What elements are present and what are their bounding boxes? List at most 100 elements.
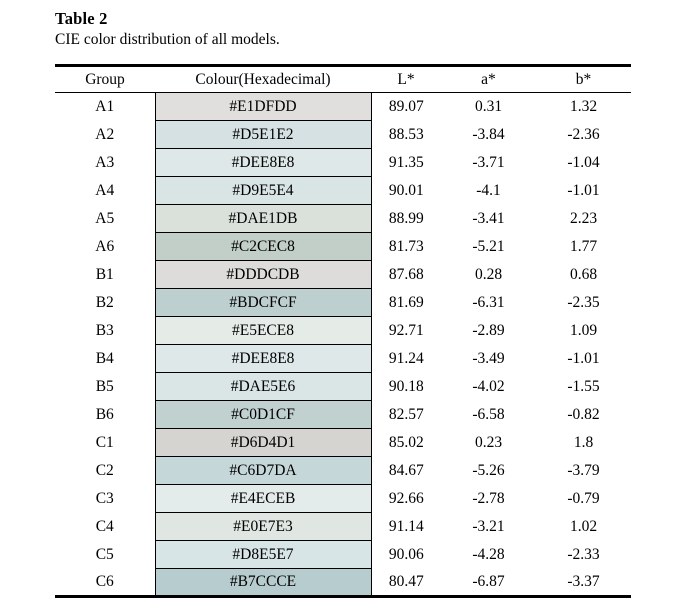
table-row: B2 #BDCFCF 81.69 -6.31 -2.35 [55, 288, 631, 317]
b-value-cell: -3.37 [567, 572, 600, 590]
group-cell: B3 [95, 321, 114, 339]
colour-swatch-cell: #D6D4D1 [154, 428, 372, 457]
colour-swatch-cell: #C6D7DA [154, 456, 372, 485]
b-value-cell: -0.79 [567, 489, 600, 507]
group-cell: A5 [95, 209, 115, 227]
a-value-cell: -5.26 [472, 461, 505, 479]
a-value-cell: -3.41 [472, 209, 505, 227]
a-value-cell: -2.78 [472, 489, 505, 507]
group-cell: C2 [95, 461, 114, 479]
table-row: B1 #DDDCDB 87.68 0.28 0.68 [55, 260, 631, 289]
group-cell: A1 [95, 97, 115, 115]
a-value-cell: -6.58 [472, 405, 505, 423]
group-cell: B2 [95, 293, 114, 311]
column-header-l: L* [397, 70, 415, 88]
table-row: C2 #C6D7DA 84.67 -5.26 -3.79 [55, 456, 631, 485]
colour-swatch-cell: #D5E1E2 [154, 120, 372, 149]
b-value-cell: -3.79 [567, 461, 600, 479]
table-row: B5 #DAE5E6 90.18 -4.02 -1.55 [55, 372, 631, 401]
b-value-cell: 1.09 [569, 321, 598, 339]
column-header-a: a* [481, 70, 496, 88]
colour-swatch-cell: #DEE8E8 [154, 148, 372, 177]
b-value-cell: -0.82 [567, 405, 600, 423]
colour-swatch-cell: #B7CCCE [154, 568, 372, 597]
l-value-cell: 82.57 [388, 405, 424, 423]
colour-swatch-cell: #E5ECE8 [154, 316, 372, 345]
colour-swatch-cell: #E0E7E3 [154, 512, 372, 541]
table-row: C4 #E0E7E3 91.14 -3.21 1.02 [55, 512, 631, 541]
group-cell: C3 [95, 489, 114, 507]
table-row: C1 #D6D4D1 85.02 0.23 1.8 [55, 428, 631, 457]
a-value-cell: -2.89 [472, 321, 505, 339]
l-value-cell: 90.18 [388, 377, 424, 395]
l-value-cell: 88.99 [388, 209, 424, 227]
table-row: B3 #E5ECE8 92.71 -2.89 1.09 [55, 316, 631, 345]
b-value-cell: -2.36 [567, 125, 600, 143]
l-value-cell: 89.07 [388, 97, 424, 115]
group-cell: C4 [95, 517, 114, 535]
a-value-cell: -3.84 [472, 125, 505, 143]
table-row: A2 #D5E1E2 88.53 -3.84 -2.36 [55, 120, 631, 149]
table-body: A1 #E1DFDD 89.07 0.31 1.32 A2 #D5E1E2 88… [55, 92, 631, 597]
table-caption: CIE color distribution of all models. [55, 31, 280, 48]
colour-swatch-cell: #BDCFCF [154, 288, 372, 317]
colour-swatch-cell: #DDDCDB [154, 260, 372, 289]
column-header-b: b* [575, 70, 592, 88]
group-cell: C5 [95, 545, 114, 563]
a-value-cell: -4.1 [476, 181, 501, 199]
b-value-cell: -1.55 [567, 377, 600, 395]
colour-swatch-cell: #DAE5E6 [154, 372, 372, 401]
l-value-cell: 87.68 [388, 265, 424, 283]
header-row: Group Colour(Hexadecimal) L* a* b* [55, 66, 631, 93]
l-value-cell: 80.47 [388, 572, 424, 590]
table-header: Group Colour(Hexadecimal) L* a* b* [55, 66, 631, 93]
group-cell: C1 [95, 433, 114, 451]
group-cell: B6 [95, 405, 114, 423]
b-value-cell: 1.32 [569, 97, 598, 115]
l-value-cell: 90.06 [388, 545, 424, 563]
table-row: A6 #C2CEC8 81.73 -5.21 1.77 [55, 232, 631, 261]
colour-swatch-cell: #DAE1DB [154, 204, 372, 233]
cie-color-table: Group Colour(Hexadecimal) L* a* b* A1 #E… [55, 64, 631, 598]
l-value-cell: 85.02 [388, 433, 424, 451]
column-header-group: Group [85, 70, 125, 88]
a-value-cell: -3.21 [472, 517, 505, 535]
l-value-cell: 84.67 [388, 461, 424, 479]
colour-swatch-cell: #C2CEC8 [154, 232, 372, 261]
table-row: A3 #DEE8E8 91.35 -3.71 -1.04 [55, 148, 631, 177]
b-value-cell: 1.8 [573, 433, 594, 451]
table-label: Table 2 [55, 9, 108, 28]
l-value-cell: 91.35 [388, 153, 424, 171]
a-value-cell: -6.87 [472, 572, 505, 590]
b-value-cell: -1.04 [567, 153, 600, 171]
group-cell: A2 [95, 125, 115, 143]
l-value-cell: 88.53 [388, 125, 424, 143]
l-value-cell: 81.69 [388, 293, 424, 311]
group-cell: B4 [95, 349, 114, 367]
group-cell: A6 [95, 237, 115, 255]
colour-swatch-cell: #D8E5E7 [154, 540, 372, 569]
table-row: C3 #E4ECEB 92.66 -2.78 -0.79 [55, 484, 631, 513]
group-cell: A4 [95, 181, 115, 199]
b-value-cell: 1.02 [569, 517, 598, 535]
table-row: B6 #C0D1CF 82.57 -6.58 -0.82 [55, 400, 631, 429]
a-value-cell: -3.71 [472, 153, 505, 171]
l-value-cell: 81.73 [388, 237, 424, 255]
l-value-cell: 90.01 [388, 181, 424, 199]
group-cell: C6 [95, 572, 114, 590]
table-row: A5 #DAE1DB 88.99 -3.41 2.23 [55, 204, 631, 233]
colour-swatch-cell: #D9E5E4 [154, 176, 372, 205]
b-value-cell: 1.77 [569, 237, 598, 255]
table-row: C6 #B7CCCE 80.47 -6.87 -3.37 [55, 568, 631, 597]
colour-swatch-cell: #C0D1CF [154, 400, 372, 429]
b-value-cell: 2.23 [569, 209, 598, 227]
l-value-cell: 92.71 [388, 321, 424, 339]
l-value-cell: 92.66 [388, 489, 424, 507]
b-value-cell: 0.68 [569, 265, 598, 283]
l-value-cell: 91.24 [388, 349, 424, 367]
a-value-cell: -6.31 [472, 293, 505, 311]
table-row: A1 #E1DFDD 89.07 0.31 1.32 [55, 92, 631, 121]
a-value-cell: 0.31 [474, 97, 503, 115]
b-value-cell: -1.01 [567, 181, 600, 199]
